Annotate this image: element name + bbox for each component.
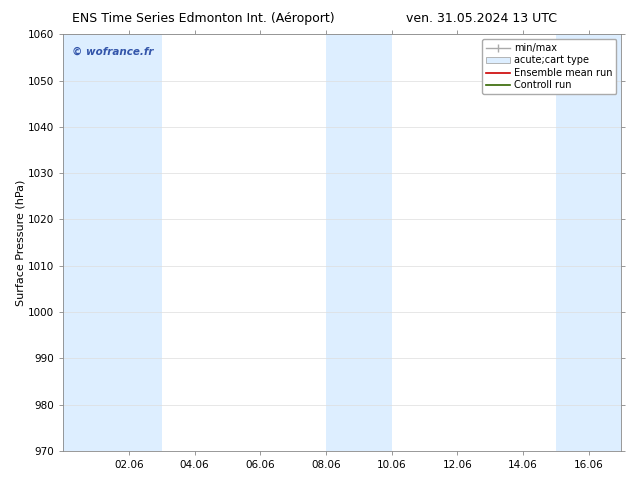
Legend: min/max, acute;cart type, Ensemble mean run, Controll run: min/max, acute;cart type, Ensemble mean … [482,39,616,94]
Bar [555,34,621,451]
Bar [359,34,392,451]
Bar [129,34,162,451]
Text: ven. 31.05.2024 13 UTC: ven. 31.05.2024 13 UTC [406,12,557,25]
Bar [326,34,359,451]
Bar [63,34,129,451]
Text: © wofrance.fr: © wofrance.fr [72,47,153,57]
Y-axis label: Surface Pressure (hPa): Surface Pressure (hPa) [15,179,25,306]
Text: ENS Time Series Edmonton Int. (Aéroport): ENS Time Series Edmonton Int. (Aéroport) [72,12,334,25]
